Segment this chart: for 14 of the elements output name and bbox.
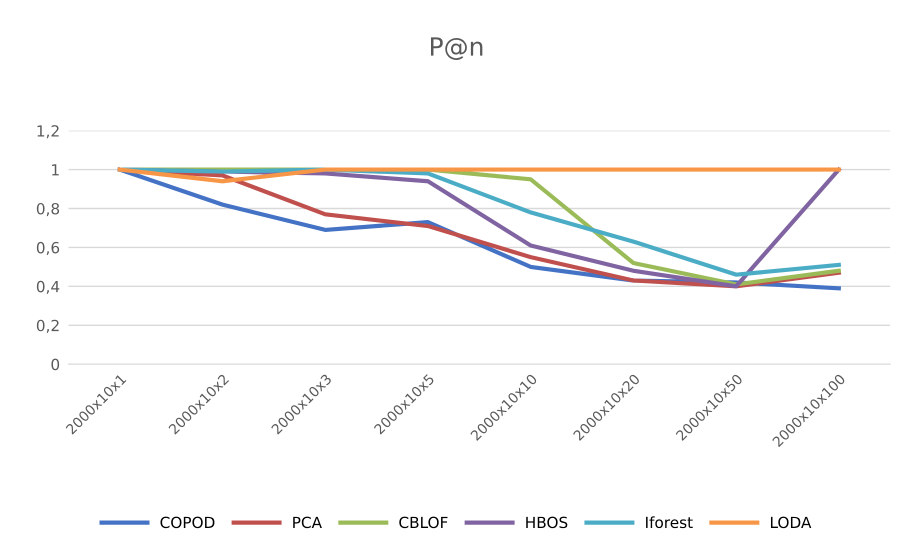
legend-label: COPOD — [160, 516, 214, 528]
legend-label: CBLOF — [399, 516, 448, 528]
y-tick-label: 1,2 — [38, 125, 59, 138]
y-tick-label: 0,4 — [36, 280, 60, 294]
chart-title: P@n — [430, 37, 482, 60]
legend-label: HBOS — [526, 516, 568, 528]
legend-label: LODA — [770, 516, 812, 528]
y-tick-label: 0,8 — [36, 202, 60, 216]
y-tick-label: 0,2 — [36, 320, 59, 333]
y-tick-label: 1 — [52, 164, 59, 176]
legend-label: Iforest — [646, 516, 693, 528]
y-tick-label: 0 — [51, 358, 60, 370]
y-tick-label: 0,6 — [36, 242, 60, 255]
legend-label: PCA — [293, 516, 322, 528]
